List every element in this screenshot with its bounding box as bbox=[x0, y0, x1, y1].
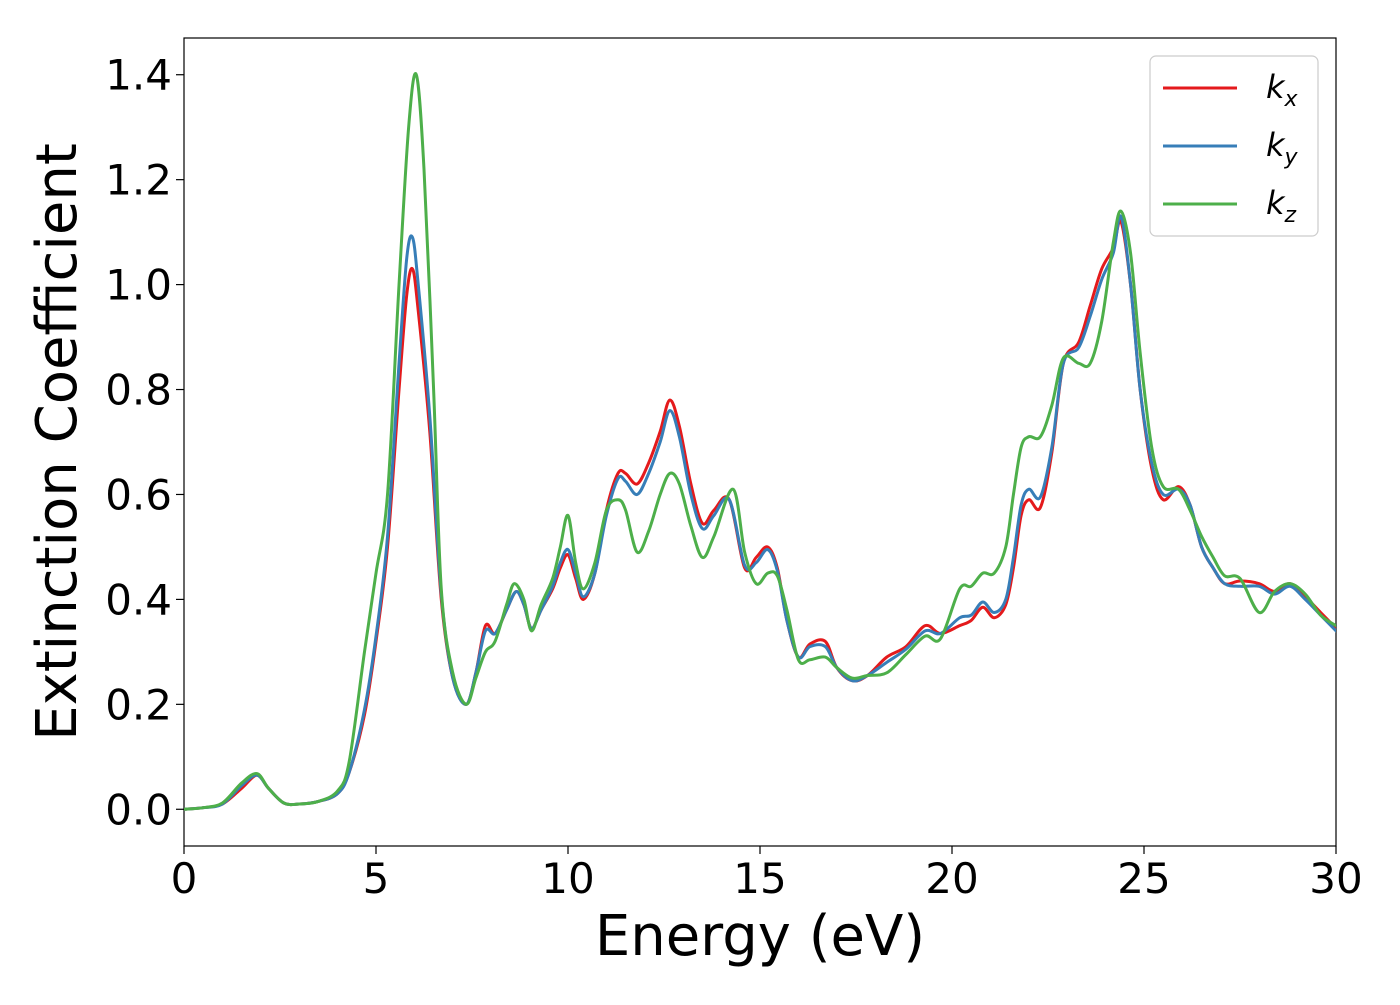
legend: kx ky kz bbox=[1149, 55, 1319, 237]
y-axis-label: Extinction Coefficient bbox=[25, 143, 90, 741]
x-tick-label: 5 bbox=[363, 854, 390, 903]
x-tick-label: 0 bbox=[171, 854, 198, 903]
series-line-y bbox=[184, 214, 1336, 811]
y-tick-label: 1.2 bbox=[105, 156, 172, 205]
y-tick-label: 0.8 bbox=[105, 366, 172, 415]
y-tick-label: 0.2 bbox=[105, 680, 172, 729]
y-tick-label: 0.4 bbox=[105, 575, 172, 624]
series-line-z bbox=[184, 72, 1336, 811]
y-tick-label: 1.0 bbox=[105, 261, 172, 310]
series-layer bbox=[184, 72, 1336, 811]
x-tick-label: 10 bbox=[541, 854, 594, 903]
x-tick-label: 20 bbox=[925, 854, 978, 903]
legend-label-x: kx bbox=[1266, 68, 1299, 112]
y-tick-label: 0.6 bbox=[105, 470, 172, 519]
x-axis: 0 5 10 15 20 25 30 bbox=[171, 846, 1363, 903]
x-tick-label: 30 bbox=[1309, 854, 1362, 903]
x-axis-label: Energy (eV) bbox=[595, 904, 925, 969]
y-axis: 0.0 0.2 0.4 0.6 0.8 1.0 1.2 1.4 bbox=[105, 51, 184, 834]
y-tick-label: 1.4 bbox=[105, 51, 172, 100]
legend-label-y: ky bbox=[1266, 126, 1299, 170]
y-tick-label: 0.0 bbox=[105, 785, 172, 834]
legend-label-z: kz bbox=[1266, 184, 1297, 228]
x-tick-label: 25 bbox=[1117, 854, 1170, 903]
x-tick-label: 15 bbox=[733, 854, 786, 903]
